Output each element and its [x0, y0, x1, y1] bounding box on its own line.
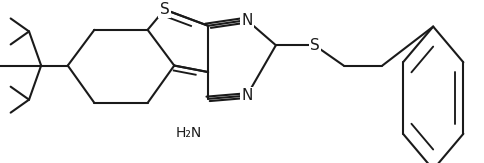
Text: S: S	[310, 38, 319, 53]
Text: H₂N: H₂N	[176, 126, 202, 140]
Text: N: N	[241, 88, 253, 103]
Text: N: N	[241, 13, 253, 28]
Text: S: S	[160, 2, 169, 17]
